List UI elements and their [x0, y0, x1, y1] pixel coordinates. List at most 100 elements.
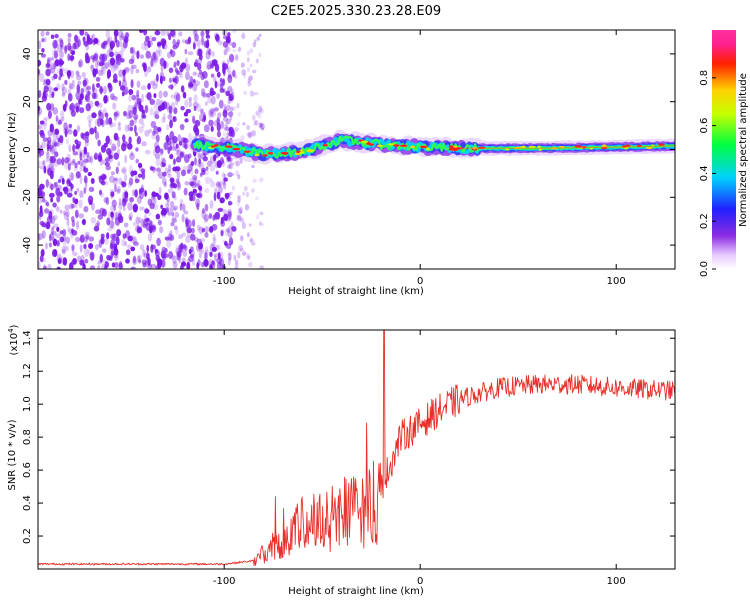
noise-blob	[108, 84, 113, 92]
noise-blob	[146, 252, 150, 261]
noise-blob	[218, 99, 224, 109]
noise-blob	[223, 173, 227, 178]
noise-blob	[44, 85, 50, 90]
noise-blob	[38, 106, 43, 115]
noise-blob	[76, 124, 81, 133]
noise-blob	[160, 259, 166, 268]
noise-blob	[38, 90, 42, 99]
noise-blob	[94, 59, 99, 69]
noise-blob	[135, 94, 139, 100]
noise-blob	[103, 174, 107, 180]
noise-blob	[167, 169, 171, 176]
noise-blob	[91, 112, 97, 119]
noise-blob	[161, 162, 166, 168]
noise-blob	[75, 150, 80, 156]
noise-blob	[135, 216, 140, 225]
noise-blob	[98, 239, 103, 248]
noise-blob	[78, 237, 84, 242]
noise-blob	[56, 43, 63, 53]
noise-blob	[229, 116, 233, 121]
noise-blob	[61, 86, 68, 94]
noise-blob	[141, 141, 147, 147]
noise-blob	[169, 206, 174, 213]
noise-blob	[203, 214, 210, 222]
noise-blob	[139, 206, 145, 211]
ridge-hotspot	[645, 146, 653, 150]
noise-blob	[208, 108, 214, 117]
noise-blob	[190, 167, 194, 176]
noise-blob	[147, 83, 151, 90]
noise-blob	[175, 247, 181, 255]
noise-blob	[227, 32, 231, 37]
noise-blob	[231, 172, 235, 176]
noise-blob	[75, 209, 79, 219]
noise-blob	[97, 265, 101, 269]
noise-blob	[182, 203, 186, 212]
noise-blob	[167, 164, 172, 172]
noise-blob	[96, 39, 100, 46]
noise-blob	[174, 211, 180, 218]
noise-blob	[91, 202, 95, 211]
noise-blob	[173, 61, 177, 68]
noise-blob	[211, 246, 217, 252]
noise-blob	[169, 177, 175, 183]
noise-blob	[76, 255, 82, 263]
noise-blob	[192, 42, 196, 50]
noise-blob	[75, 171, 81, 179]
noise-blob	[96, 82, 101, 88]
noise-blob	[139, 54, 145, 59]
noise-blob	[171, 211, 175, 217]
noise-blob	[229, 106, 234, 112]
noise-blob	[88, 120, 92, 129]
noise-blob	[149, 107, 154, 116]
noise-blob	[210, 107, 215, 115]
noise-blob	[258, 177, 264, 183]
top-x-tick-label: 100	[607, 276, 626, 287]
noise-blob	[169, 145, 173, 152]
noise-blob	[186, 169, 191, 174]
noise-blob	[61, 246, 67, 255]
noise-blob	[47, 129, 53, 137]
noise-blob	[156, 98, 161, 106]
noise-blob	[222, 239, 227, 244]
noise-blob	[203, 170, 209, 176]
noise-blob	[164, 203, 170, 209]
noise-blob	[235, 170, 239, 177]
noise-blob	[79, 175, 83, 185]
noise-blob	[250, 130, 254, 138]
ridge-hotspot	[448, 148, 453, 151]
noise-blob	[246, 252, 250, 259]
noise-blob	[228, 225, 232, 231]
noise-blob	[171, 191, 176, 199]
noise-blob	[233, 160, 238, 166]
noise-blob	[132, 257, 138, 266]
noise-blob	[103, 85, 107, 95]
noise-blob	[166, 106, 172, 113]
noise-blob	[259, 107, 264, 114]
noise-blob	[136, 89, 140, 98]
noise-blob	[228, 111, 234, 117]
noise-blob	[193, 61, 198, 67]
noise-blob	[216, 257, 222, 264]
noise-blob	[238, 206, 243, 214]
noise-blob	[202, 92, 207, 98]
noise-blob	[219, 88, 225, 93]
noise-blob	[118, 69, 124, 78]
noise-blob	[39, 120, 45, 125]
noise-blob	[166, 195, 170, 203]
noise-blob	[138, 259, 141, 264]
noise-blob	[164, 181, 167, 188]
noise-blob	[81, 160, 87, 168]
noise-blob	[51, 56, 55, 61]
noise-blob	[109, 175, 115, 184]
noise-blob	[79, 152, 83, 161]
noise-blob	[210, 90, 216, 96]
noise-blob	[129, 216, 132, 221]
noise-blob	[83, 175, 88, 184]
noise-blob	[192, 178, 197, 185]
ridge-hotspot	[322, 144, 328, 147]
noise-blob	[169, 130, 175, 140]
noise-blob	[195, 198, 201, 208]
ridge-hotspot	[393, 144, 400, 147]
noise-blob	[83, 165, 86, 171]
